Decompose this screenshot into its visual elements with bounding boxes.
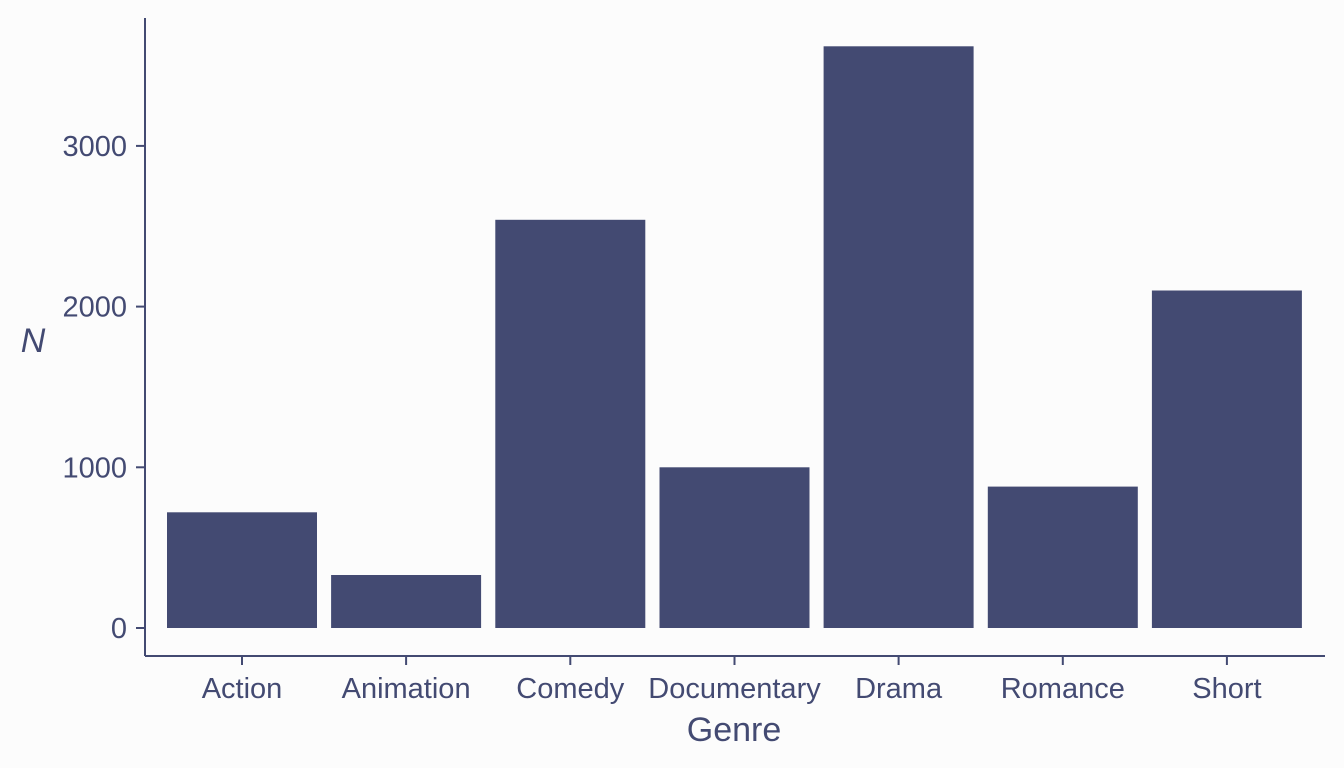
x-tick-label: Documentary bbox=[648, 673, 821, 705]
bar-action bbox=[167, 512, 317, 628]
bar-romance bbox=[987, 486, 1138, 628]
x-axis-title: Genre bbox=[687, 711, 782, 749]
y-axis-title: N bbox=[21, 322, 46, 360]
y-tick-label: 3000 bbox=[62, 131, 127, 163]
bar-animation bbox=[331, 575, 482, 628]
x-ticks-layer: Action Animation Comedy Documentary Drama Rom… bbox=[202, 656, 1262, 705]
x-tick-label: Animation bbox=[342, 673, 471, 705]
bars-layer bbox=[167, 46, 1302, 629]
x-tick-label: Romance bbox=[1001, 673, 1125, 705]
x-tick-label: Short bbox=[1192, 673, 1261, 705]
bar-drama bbox=[823, 46, 974, 629]
y-tick-label: 1000 bbox=[62, 452, 127, 484]
y-ticks-layer: 0 1000 2000 3000 bbox=[62, 131, 145, 645]
bar-comedy bbox=[495, 219, 646, 629]
y-tick-label: 0 bbox=[111, 613, 127, 645]
y-tick-label: 2000 bbox=[62, 292, 127, 324]
bar-short bbox=[1151, 290, 1302, 628]
x-tick-label: Action bbox=[202, 673, 283, 705]
bar-documentary bbox=[659, 467, 810, 628]
x-tick-label: Comedy bbox=[516, 673, 624, 705]
x-tick-label: Drama bbox=[855, 673, 943, 705]
